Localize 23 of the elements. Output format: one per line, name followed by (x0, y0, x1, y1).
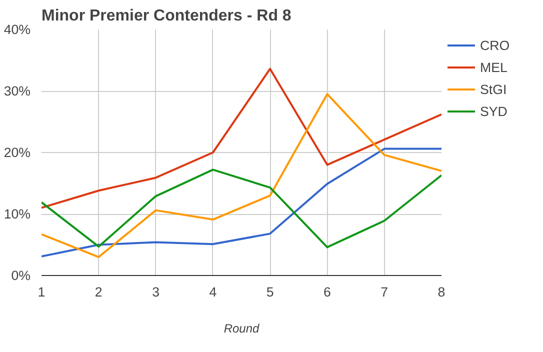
x-axis-title: Round (224, 322, 260, 336)
y-tick-label: 0% (11, 268, 31, 283)
line-series (42, 168, 442, 248)
legend-label: SYD (480, 104, 508, 118)
legend-label: StGI (480, 82, 507, 96)
x-tick-label: 3 (152, 284, 160, 300)
legend-label: MEL (480, 60, 508, 74)
x-tick-label: 2 (94, 284, 102, 300)
legend-label: CRO (480, 38, 510, 52)
line-series (42, 68, 442, 209)
x-tick-label: 5 (266, 284, 274, 300)
x-tick-label: 6 (324, 284, 331, 300)
x-tick-label: 7 (380, 284, 388, 300)
x-tick-label: 8 (438, 284, 446, 300)
y-tick-label: 40% (4, 22, 31, 37)
x-tick-label: 4 (209, 284, 218, 300)
y-tick-label: 20% (4, 145, 31, 160)
y-tick-label: 30% (4, 84, 31, 98)
line-series (42, 148, 442, 258)
x-tick-label: 1 (38, 284, 46, 300)
y-tick-label: 10% (4, 206, 31, 222)
line-series (42, 93, 442, 258)
chart-title: Minor Premier Contenders - Rd 8 (42, 8, 292, 24)
